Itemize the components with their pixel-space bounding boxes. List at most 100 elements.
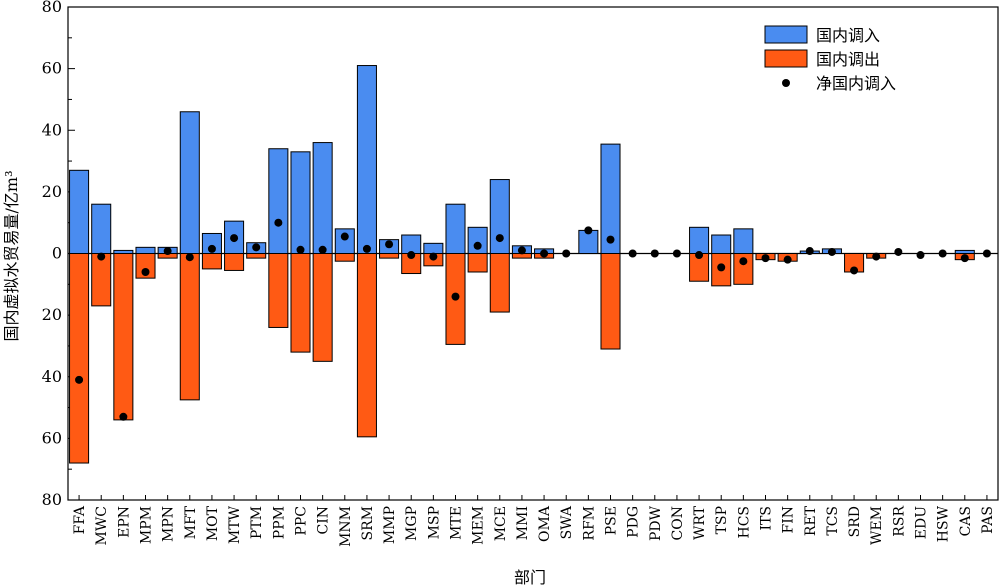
bar-outflow xyxy=(379,253,400,259)
bar-outflow xyxy=(356,253,377,438)
y-tick-label: 60 xyxy=(42,428,62,447)
x-tick-label: MNM xyxy=(338,506,354,547)
point-net xyxy=(451,292,460,301)
x-tick-label: CAS xyxy=(958,506,974,536)
bar-inflow xyxy=(268,148,289,254)
x-tick-label: ITS xyxy=(759,506,775,530)
point-net xyxy=(894,247,903,256)
x-tick-label: RSR xyxy=(891,506,907,537)
axes-layer xyxy=(67,6,999,501)
x-tick-label: TSP xyxy=(714,506,730,534)
x-tick-label: TCS xyxy=(825,506,841,536)
point-net xyxy=(872,252,881,261)
bar-inflow xyxy=(69,169,90,254)
bar-outflow xyxy=(69,253,90,464)
x-tick-label: SRM xyxy=(360,506,376,540)
y-tick-label: 80 xyxy=(42,490,62,509)
x-tick-label: SWA xyxy=(559,505,575,539)
point-net xyxy=(385,240,394,249)
bar-inflow xyxy=(334,228,355,255)
bar-outflow xyxy=(135,253,156,279)
bar-inflow xyxy=(312,142,333,254)
point-net xyxy=(717,263,726,272)
point-net xyxy=(650,249,659,258)
x-tick-label: MPN xyxy=(161,506,177,542)
point-net xyxy=(495,234,504,243)
bar-outflow xyxy=(467,253,488,273)
legend-swatch-outflow xyxy=(764,49,808,68)
x-tick-label: PSE xyxy=(604,506,620,535)
point-net xyxy=(163,247,172,256)
point-net xyxy=(318,245,327,254)
x-tick-label: MEM xyxy=(471,506,487,545)
bars-layer xyxy=(69,65,975,464)
labels-layer: 80 60 40 20 0 20 40 60 80 FFA MWC EPN MPM MPN MFT MOT MT… xyxy=(42,0,996,547)
bar-outflow xyxy=(733,253,754,285)
x-tick-label: MPM xyxy=(139,506,155,544)
point-net xyxy=(97,252,106,261)
x-tick-label: MCE xyxy=(493,506,509,541)
x-tick-label: MGP xyxy=(404,506,420,541)
bar-inflow xyxy=(711,234,732,254)
x-tick-label: RET xyxy=(803,505,819,536)
y-tick-label: 60 xyxy=(42,59,62,78)
x-tick-label: PDG xyxy=(626,506,642,538)
bar-outflow xyxy=(179,253,200,401)
legend-label-inflow: 国内调入 xyxy=(816,26,880,45)
x-tick-label: EDU xyxy=(914,506,930,539)
point-net xyxy=(584,226,593,235)
y-tick-label: 80 xyxy=(42,0,62,16)
point-net xyxy=(274,218,283,227)
x-tick-label: OMA xyxy=(537,505,553,542)
y-axis-title: 国内虚拟水贸易量/亿m³ xyxy=(2,171,21,342)
x-tick-label: FIN xyxy=(781,506,797,534)
point-net xyxy=(252,243,261,252)
x-tick-label: MMI xyxy=(515,506,531,540)
y-tick-label: 20 xyxy=(42,182,62,201)
bar-outflow xyxy=(246,253,267,259)
y-tick-label: 0 xyxy=(52,244,62,263)
legend-label-outflow: 国内调出 xyxy=(816,50,880,69)
bar-outflow xyxy=(91,253,112,307)
point-net xyxy=(230,234,239,243)
point-net xyxy=(296,245,305,254)
y-tick-label: 40 xyxy=(42,367,62,386)
x-tick-label: WRT xyxy=(692,505,708,540)
point-net xyxy=(362,244,371,253)
x-tick-label: PTM xyxy=(249,506,265,539)
x-tick-label: EPN xyxy=(116,506,132,538)
point-net xyxy=(938,249,947,258)
x-tick-label: MTW xyxy=(227,505,243,544)
point-net xyxy=(960,254,969,263)
x-tick-label: MFT xyxy=(183,505,199,539)
legend-swatch-inflow xyxy=(764,25,808,44)
point-net xyxy=(827,247,836,256)
point-net xyxy=(119,412,128,421)
bar-inflow xyxy=(689,226,710,254)
bar-outflow xyxy=(201,253,222,270)
x-tick-label: MTE xyxy=(449,506,465,540)
x-tick-label: MMP xyxy=(382,506,398,544)
point-net xyxy=(517,246,526,255)
point-net xyxy=(75,375,84,384)
bar-inflow xyxy=(135,246,156,254)
bar-outflow xyxy=(312,253,333,362)
y-tick-label: 20 xyxy=(42,305,62,324)
bar-outflow xyxy=(268,253,289,328)
point-net xyxy=(207,244,216,253)
point-net xyxy=(628,249,637,258)
bar-outflow xyxy=(600,253,621,350)
point-net xyxy=(982,249,991,258)
x-tick-label: HSW xyxy=(936,505,952,542)
point-net xyxy=(473,241,482,250)
x-tick-label: PPM xyxy=(271,506,287,539)
x-axis-title: 部门 xyxy=(514,568,546,587)
bar-inflow xyxy=(179,111,200,254)
point-net xyxy=(850,266,859,275)
point-net xyxy=(540,249,549,258)
x-tick-label: WEM xyxy=(869,506,885,545)
point-net xyxy=(606,235,615,244)
bar-outflow xyxy=(224,253,245,271)
